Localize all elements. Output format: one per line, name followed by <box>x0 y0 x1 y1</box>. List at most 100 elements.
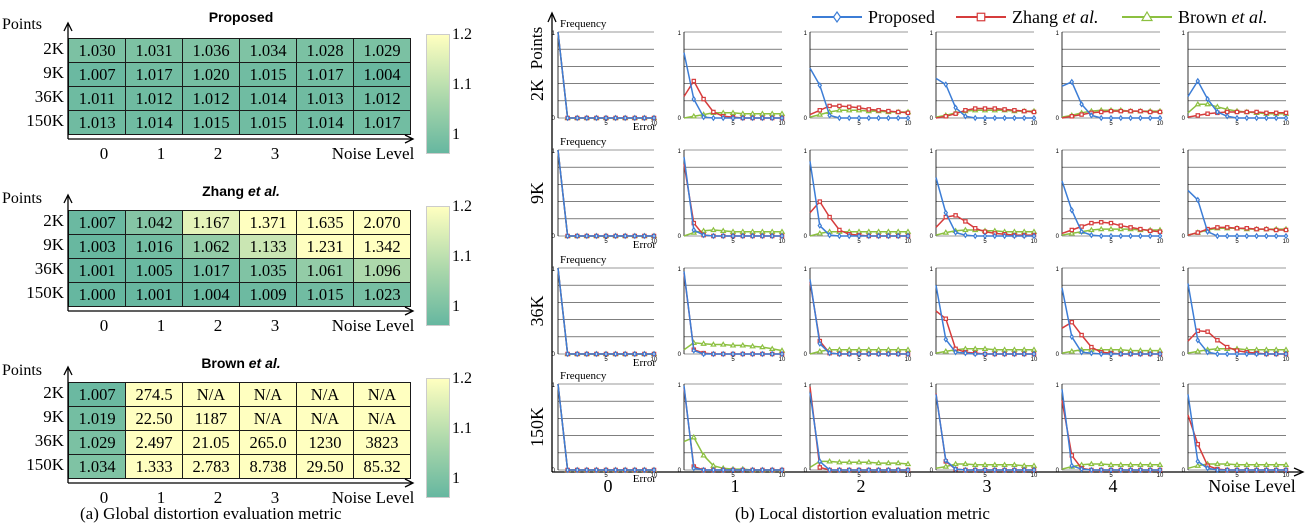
data-point <box>651 466 657 474</box>
data-point <box>1107 461 1115 467</box>
data-point <box>816 230 824 236</box>
data-point <box>1118 466 1124 474</box>
data-point <box>1204 100 1211 107</box>
data-point <box>886 108 891 114</box>
data-point <box>962 226 969 233</box>
heatmap-axes <box>63 193 415 316</box>
data-point <box>865 346 873 352</box>
data-point <box>768 110 776 116</box>
heatmap-cell: 1.333 <box>125 454 183 479</box>
data-point <box>1264 226 1269 232</box>
small-x-label: Error <box>633 239 657 251</box>
small-y-tick: 0 <box>678 468 682 474</box>
data-point <box>846 114 852 122</box>
series-line <box>557 267 654 355</box>
data-point <box>953 213 958 218</box>
data-point <box>875 228 882 234</box>
heatmap-cell: 8.738 <box>239 454 297 479</box>
series-line <box>557 267 654 355</box>
data-point <box>750 466 755 474</box>
data-point <box>1243 461 1251 467</box>
data-point <box>1234 466 1240 474</box>
data-point <box>1068 348 1076 354</box>
data-point <box>1098 219 1104 225</box>
data-point <box>1205 111 1210 116</box>
data-point <box>1128 232 1133 240</box>
data-point <box>1128 225 1133 230</box>
data-point <box>1128 108 1133 114</box>
heatmap-row: 1.029 2.497 21.05 265.0 1230 3823 <box>68 430 411 455</box>
data-point <box>1283 350 1289 358</box>
data-point <box>1097 460 1105 467</box>
data-point <box>1108 350 1114 358</box>
heatmap-cell: 1187 <box>182 406 240 431</box>
series-line <box>557 31 654 119</box>
data-point <box>1030 462 1038 468</box>
small-x-tick: 5 <box>1109 239 1113 245</box>
series-line <box>1061 400 1160 471</box>
data-point <box>565 114 570 122</box>
data-point <box>1273 350 1279 358</box>
series-line <box>557 149 654 237</box>
data-point <box>886 466 891 474</box>
data-point <box>971 345 979 351</box>
small-y-tick: 1 <box>1056 383 1060 389</box>
small-x-tick: 5 <box>731 121 735 127</box>
data-point <box>971 461 979 467</box>
data-point <box>700 340 707 346</box>
series-line <box>935 394 1034 471</box>
small-x-tick: 5 <box>983 121 987 127</box>
heatmap-x-tick: 1 <box>156 316 166 335</box>
data-point <box>594 466 599 474</box>
data-point <box>749 228 756 234</box>
data-point <box>1021 114 1027 122</box>
heatmap-x-tick: Noise Level <box>331 144 415 163</box>
small-x-label: Error <box>633 357 657 369</box>
series-line <box>557 149 654 237</box>
data-point <box>1117 346 1125 352</box>
data-point <box>1031 350 1037 358</box>
data-point <box>739 342 747 348</box>
data-point <box>750 114 755 122</box>
data-point <box>982 106 988 111</box>
data-point <box>876 350 881 358</box>
data-point <box>1137 461 1144 467</box>
small-y-tick: 0 <box>1182 468 1186 474</box>
small-x-tick: 10 <box>779 121 786 127</box>
row-label: 9K <box>527 182 547 204</box>
heatmap-cell: 1.007 <box>68 62 126 87</box>
small-x-tick: 10 <box>1157 357 1164 363</box>
data-point <box>817 465 823 470</box>
data-point <box>1283 232 1289 240</box>
series-line <box>935 177 1034 237</box>
heatmap-x-tick: 3 <box>270 488 280 507</box>
data-point <box>982 114 988 122</box>
small-y-label: Frequency <box>560 136 607 148</box>
data-point <box>1098 114 1104 122</box>
data-point <box>1147 232 1153 240</box>
legend-marker <box>976 12 986 22</box>
colorbar-tick: 1.1 <box>452 420 472 437</box>
data-point <box>1244 109 1250 115</box>
data-point <box>972 114 978 122</box>
small-y-tick: 0 <box>804 116 808 122</box>
data-point <box>1205 228 1210 235</box>
data-point <box>817 108 823 113</box>
small-x-tick: 5 <box>857 473 861 479</box>
caption-b: (b) Local distortion evaluation metric <box>735 504 990 523</box>
data-point <box>778 110 786 116</box>
data-point <box>817 82 823 89</box>
data-point <box>1108 220 1114 226</box>
data-point <box>1030 346 1038 352</box>
data-point <box>642 350 647 358</box>
heatmap-axes <box>63 365 415 488</box>
data-point <box>1069 227 1075 233</box>
data-point <box>1128 114 1133 122</box>
series-line <box>557 267 654 355</box>
heatmap-zhang: 1.007 1.042 1.167 1.371 1.635 2.070 1.003 1.016… <box>68 210 411 307</box>
small-x-tick: 5 <box>1109 121 1113 127</box>
data-point <box>642 232 647 240</box>
series-line <box>683 156 782 237</box>
data-point <box>730 466 736 474</box>
small-y-tick: 1 <box>930 383 934 389</box>
